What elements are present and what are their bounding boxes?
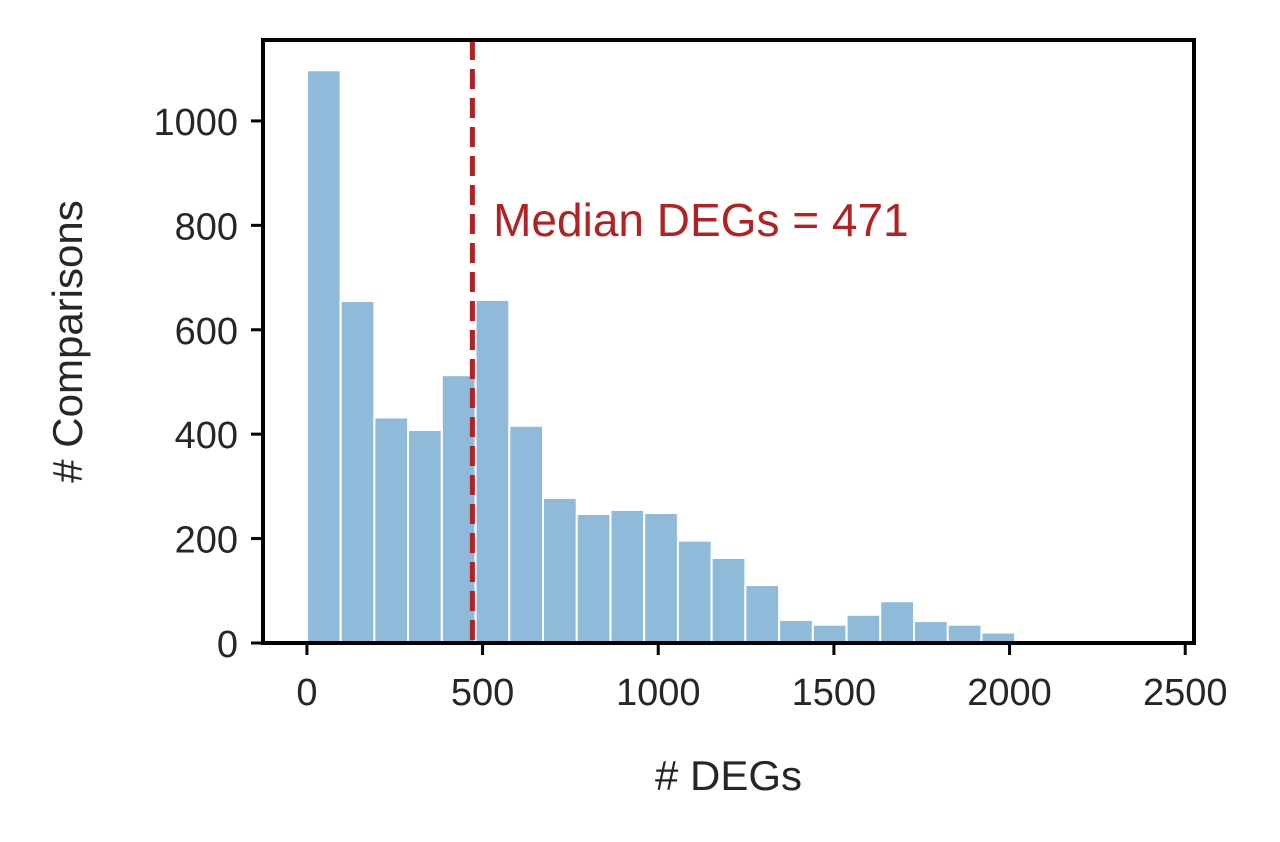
histogram-bar-7 [542,496,578,644]
y-axis-title: # Comparisons [44,200,91,482]
y-tick-label: 0 [217,624,238,666]
histogram-bar-0 [305,69,342,644]
histogram-bar-18 [912,620,949,645]
histogram-bar-14 [778,619,814,644]
histogram-bar-3 [407,428,443,645]
x-tick-label: 1500 [792,672,877,714]
y-tick-label: 200 [175,520,238,562]
x-tick-label: 1000 [616,672,701,714]
histogram-bar-2 [373,416,410,644]
histogram-bar-12 [710,556,747,645]
histogram-bar-17 [879,600,915,644]
y-tick-label: 600 [175,311,238,353]
histogram-bar-11 [676,539,713,644]
x-axis-title: # DEGs [655,752,802,799]
x-tick-label: 2500 [1143,672,1228,714]
histogram-bar-19 [946,623,983,645]
histogram-bar-9 [609,508,646,644]
histogram-bar-5 [474,298,511,644]
histogram-bar-16 [845,613,882,645]
histogram-bar-13 [744,584,781,645]
plot-frame [261,38,1196,645]
y-tick-label: 400 [175,415,238,457]
y-tick-label: 800 [175,206,238,248]
histogram-bar-10 [643,512,679,645]
x-tick-label: 2000 [967,672,1052,714]
x-tick-label: 0 [296,672,317,714]
x-axis: 0 500 1000 1500 2000 2500 [296,643,1227,714]
histogram-bar-15 [811,623,848,645]
median-annotation: Median DEGs = 471 [493,194,909,246]
y-axis: 0 200 400 600 800 1000 [153,102,263,666]
y-tick-label: 1000 [153,102,238,144]
x-tick-label: 500 [451,672,514,714]
histogram-bars [305,69,1152,645]
histogram-bar-1 [339,300,376,644]
histogram-bar-8 [575,513,612,644]
histogram-bar-6 [508,424,545,644]
